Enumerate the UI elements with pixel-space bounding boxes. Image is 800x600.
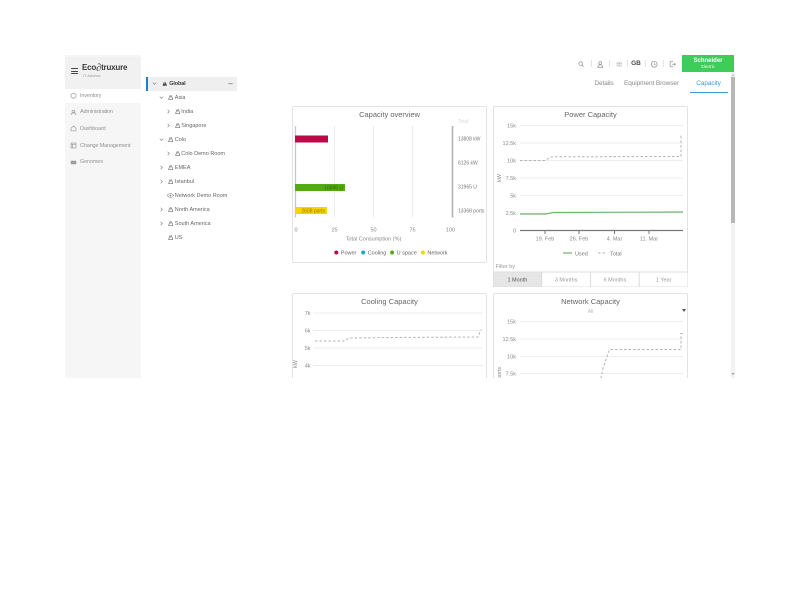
svg-text:6 Months: 6 Months <box>604 278 627 284</box>
svg-text:19. Feb: 19. Feb <box>536 237 555 243</box>
svg-text:Power Capacity: Power Capacity <box>564 110 617 119</box>
svg-text:Total Consumption (%): Total Consumption (%) <box>346 237 402 243</box>
svg-text:Total: Total <box>610 252 622 258</box>
svg-text:U space: U space <box>397 251 417 257</box>
svg-text:26. Feb: 26. Feb <box>570 237 589 243</box>
svg-text:75: 75 <box>409 228 415 234</box>
svg-text:10k: 10k <box>507 355 516 361</box>
svg-text:Network: Network <box>427 251 447 257</box>
svg-text:ports: ports <box>497 367 503 378</box>
svg-text:Power: Power <box>341 251 357 257</box>
svg-text:All: All <box>588 309 594 315</box>
svg-text:Cooling: Cooling <box>368 251 387 257</box>
svg-text:kW: kW <box>293 359 299 368</box>
svg-text:7.5k: 7.5k <box>506 372 517 378</box>
svg-text:25: 25 <box>331 228 337 234</box>
svg-text:0: 0 <box>294 228 297 234</box>
svg-text:2608 ports: 2608 ports <box>301 209 325 215</box>
svg-text:1 Month: 1 Month <box>507 278 527 284</box>
svg-text:12.5k: 12.5k <box>503 141 517 147</box>
svg-text:11. Mar: 11. Mar <box>640 237 658 243</box>
svg-text:13368 ports: 13368 ports <box>458 209 485 215</box>
svg-text:3 Months: 3 Months <box>555 278 578 284</box>
svg-text:13808 kW: 13808 kW <box>458 137 481 143</box>
svg-text:4k: 4k <box>305 364 311 370</box>
svg-text:5k: 5k <box>305 346 311 352</box>
svg-text:Capacity overview: Capacity overview <box>359 110 420 119</box>
svg-text:Total: Total <box>458 119 469 125</box>
svg-text:Network Capacity: Network Capacity <box>561 297 620 306</box>
svg-text:7k: 7k <box>305 311 311 317</box>
svg-text:100: 100 <box>446 228 455 234</box>
svg-text:Used: Used <box>575 252 588 258</box>
svg-text:10095 U: 10095 U <box>324 186 343 192</box>
svg-text:31965 U: 31965 U <box>458 185 477 191</box>
svg-text:4. Mar: 4. Mar <box>607 237 623 243</box>
svg-text:12.5k: 12.5k <box>503 337 517 343</box>
svg-text:6k: 6k <box>305 329 311 335</box>
svg-text:2.5k: 2.5k <box>506 211 517 217</box>
svg-text:5k: 5k <box>510 194 516 200</box>
svg-text:6126 kW: 6126 kW <box>458 161 478 167</box>
svg-text:Filter by: Filter by <box>496 264 516 270</box>
svg-text:50: 50 <box>370 228 376 234</box>
svg-text:Cooling Capacity: Cooling Capacity <box>361 297 418 306</box>
svg-text:10k: 10k <box>507 159 516 165</box>
svg-text:0: 0 <box>513 229 516 235</box>
svg-text:15k: 15k <box>507 124 516 130</box>
svg-text:15k: 15k <box>507 320 516 326</box>
svg-text:kW: kW <box>497 173 503 182</box>
svg-text:7.5k: 7.5k <box>506 176 517 182</box>
svg-text:1 Year: 1 Year <box>656 278 672 284</box>
